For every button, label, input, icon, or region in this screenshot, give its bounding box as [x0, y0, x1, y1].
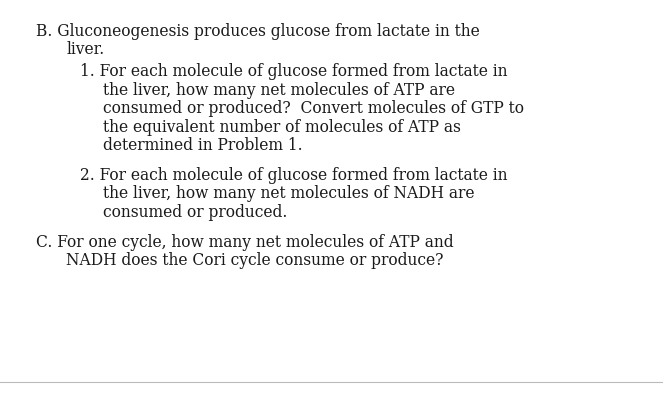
Text: 1. For each molecule of glucose formed from lactate in: 1. For each molecule of glucose formed f… — [80, 63, 507, 80]
Text: the liver, how many net molecules of NADH are: the liver, how many net molecules of NAD… — [103, 185, 474, 203]
Text: NADH does the Cori cycle consume or produce?: NADH does the Cori cycle consume or prod… — [66, 252, 444, 269]
Text: liver.: liver. — [66, 41, 105, 58]
Text: the liver, how many net molecules of ATP are: the liver, how many net molecules of ATP… — [103, 82, 455, 99]
Text: consumed or produced?  Convert molecules of GTP to: consumed or produced? Convert molecules … — [103, 100, 524, 117]
Text: 2. For each molecule of glucose formed from lactate in: 2. For each molecule of glucose formed f… — [80, 167, 507, 184]
Text: determined in Problem 1.: determined in Problem 1. — [103, 137, 302, 154]
Text: consumed or produced.: consumed or produced. — [103, 204, 287, 221]
Text: the equivalent number of molecules of ATP as: the equivalent number of molecules of AT… — [103, 119, 461, 136]
Text: B. Gluconeogenesis produces glucose from lactate in the: B. Gluconeogenesis produces glucose from… — [36, 23, 480, 40]
Text: C. For one cycle, how many net molecules of ATP and: C. For one cycle, how many net molecules… — [36, 234, 454, 251]
